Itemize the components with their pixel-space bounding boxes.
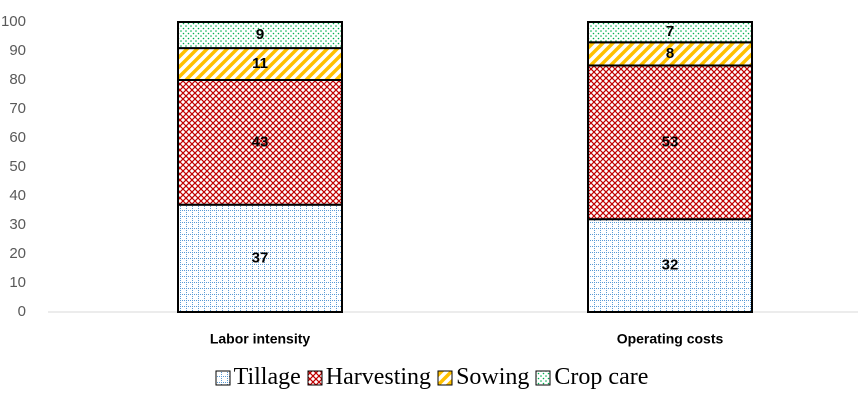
x-tick-label: Labor intensity bbox=[210, 331, 311, 347]
data-label: 37 bbox=[252, 249, 269, 266]
y-tick-label: 0 bbox=[18, 303, 26, 320]
data-label: 11 bbox=[252, 55, 268, 72]
data-label: 7 bbox=[666, 23, 674, 40]
y-tick-label: 40 bbox=[9, 187, 26, 204]
data-label: 32 bbox=[662, 257, 679, 274]
bar-segment bbox=[587, 21, 753, 44]
bar-segment bbox=[177, 79, 343, 206]
legend-label: Tillage bbox=[233, 364, 301, 390]
legend-item: Tillage bbox=[215, 364, 301, 391]
legend-label: Crop care bbox=[554, 364, 649, 390]
bar-segment bbox=[587, 64, 753, 221]
legend-marker bbox=[215, 370, 231, 385]
data-label: 43 bbox=[252, 133, 269, 150]
bar-segment bbox=[177, 203, 343, 313]
x-tick-label: Operating costs bbox=[617, 331, 724, 347]
y-tick-label: 20 bbox=[9, 245, 26, 262]
data-label: 53 bbox=[662, 133, 679, 150]
y-tick-label: 70 bbox=[9, 100, 26, 117]
legend-label: Harvesting bbox=[325, 364, 432, 390]
legend-marker bbox=[535, 370, 551, 385]
y-tick-label: 30 bbox=[9, 216, 26, 233]
chart: 0 10 20 30 40 50 60 70 80 90 100 Labor intensity 37 4… bbox=[1, 13, 858, 347]
legend-marker bbox=[307, 370, 323, 385]
legend-item: Harvesting bbox=[307, 364, 431, 391]
legend-item: Sowing bbox=[437, 364, 529, 391]
legend-marker bbox=[437, 370, 453, 385]
y-tick-label: 90 bbox=[9, 42, 26, 59]
legend: Tillage Harvesting Sowing Crop care bbox=[0, 364, 863, 391]
data-label: 8 bbox=[666, 45, 674, 62]
y-tick-label: 60 bbox=[9, 129, 26, 146]
bar-segment bbox=[587, 218, 753, 313]
y-tick-label: 80 bbox=[9, 71, 26, 88]
y-tick-label: 10 bbox=[9, 274, 26, 291]
legend-label: Sowing bbox=[456, 364, 530, 390]
y-tick-label: 100 bbox=[1, 13, 26, 30]
bar-segment bbox=[177, 21, 343, 50]
y-tick-label: 50 bbox=[9, 158, 26, 175]
legend-item: Crop care bbox=[535, 364, 648, 391]
data-label: 9 bbox=[256, 26, 264, 43]
